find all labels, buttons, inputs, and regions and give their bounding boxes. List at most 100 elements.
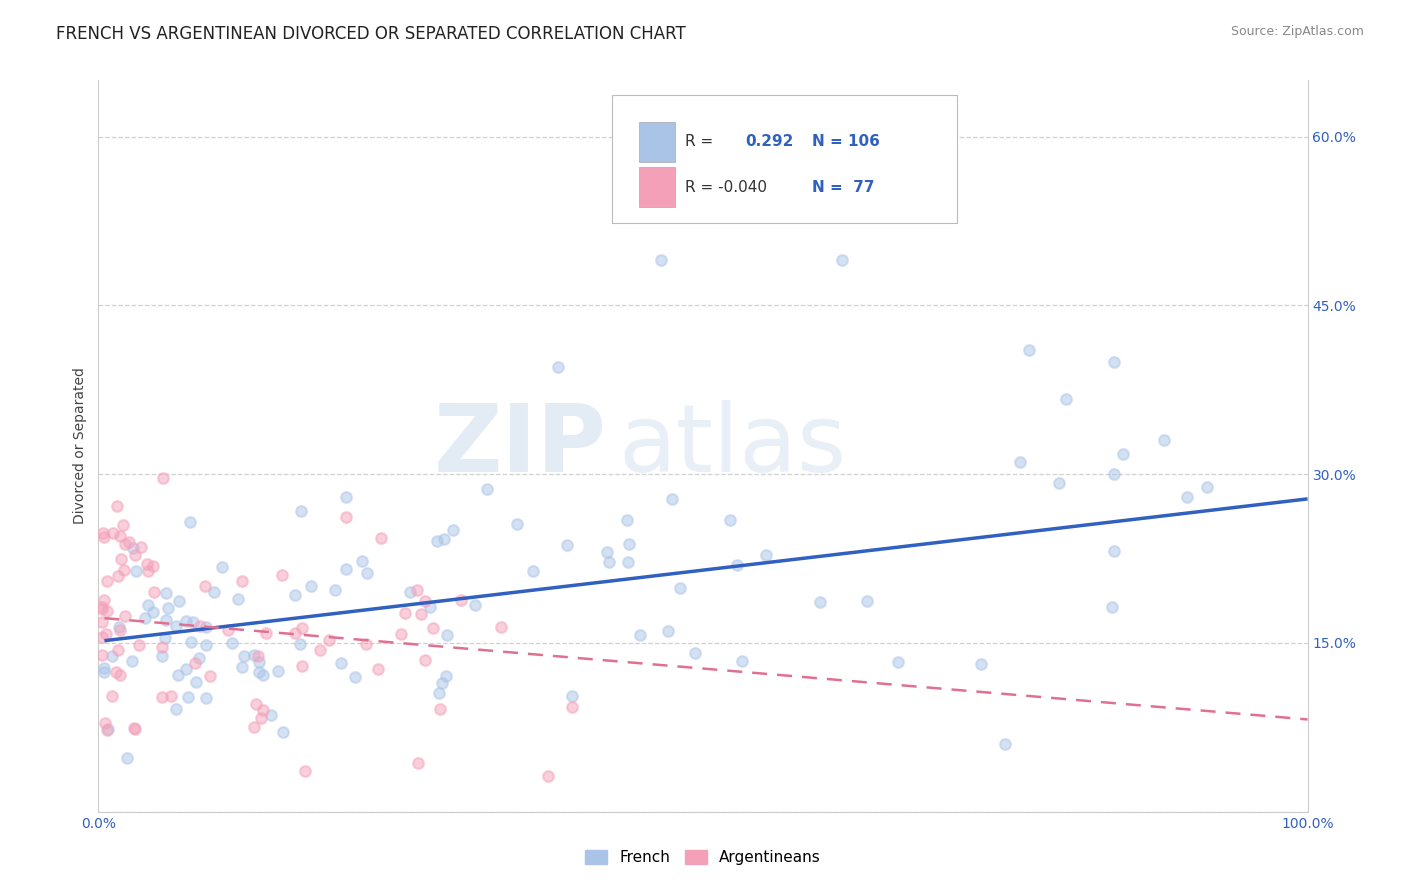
Point — [91, 525, 114, 540]
Point — [731, 655, 754, 669]
Point — [249, 711, 271, 725]
Point — [755, 548, 778, 562]
Point — [426, 534, 449, 549]
Point — [124, 722, 146, 736]
Point — [344, 670, 367, 684]
Point — [107, 642, 129, 657]
Point — [475, 482, 498, 496]
Point — [108, 667, 131, 681]
Point — [97, 722, 120, 736]
Point — [125, 564, 148, 578]
Point — [283, 588, 305, 602]
Point — [167, 668, 190, 682]
Point — [124, 548, 146, 562]
Point — [994, 737, 1017, 751]
Point — [155, 586, 177, 600]
Text: R = -0.040: R = -0.040 — [685, 180, 766, 194]
Point — [138, 564, 160, 578]
Point — [413, 594, 436, 608]
Point — [1101, 599, 1123, 614]
Point — [91, 601, 114, 615]
Point — [394, 606, 416, 620]
Point — [198, 668, 221, 682]
Point — [522, 564, 544, 578]
Point — [290, 504, 312, 518]
Point — [245, 697, 267, 711]
Point — [194, 620, 217, 634]
Point — [91, 600, 114, 615]
Point — [291, 659, 314, 673]
Point — [1195, 480, 1218, 494]
Point — [831, 253, 853, 268]
Point — [194, 690, 217, 705]
Point — [155, 613, 177, 627]
Point — [101, 648, 124, 663]
Point — [142, 585, 165, 599]
Point — [128, 638, 150, 652]
Point — [547, 360, 569, 375]
Point — [489, 620, 512, 634]
Point — [318, 632, 340, 647]
Point — [406, 756, 429, 770]
Point — [101, 525, 124, 540]
Point — [725, 558, 748, 572]
Point — [94, 715, 117, 730]
Point — [156, 601, 179, 615]
Point — [329, 656, 352, 670]
Text: 0.292: 0.292 — [745, 135, 794, 149]
Point — [970, 657, 993, 672]
Text: Source: ZipAtlas.com: Source: ZipAtlas.com — [1230, 25, 1364, 38]
Point — [165, 701, 187, 715]
Point — [176, 690, 198, 704]
Point — [354, 637, 377, 651]
Point — [101, 690, 124, 704]
Point — [152, 471, 174, 485]
Point — [167, 593, 190, 607]
Point — [685, 646, 707, 660]
Point — [117, 751, 139, 765]
Point — [160, 690, 183, 704]
Point — [429, 702, 451, 716]
Point — [450, 593, 472, 607]
Point — [150, 648, 173, 663]
Point — [669, 582, 692, 596]
Point — [105, 499, 128, 513]
Point — [398, 585, 420, 599]
Point — [352, 554, 374, 568]
Point — [309, 643, 332, 657]
Point — [217, 623, 239, 637]
Point — [181, 615, 204, 629]
Point — [246, 648, 269, 663]
Point — [121, 654, 143, 668]
Point — [226, 591, 249, 606]
Point — [247, 655, 270, 669]
Point — [231, 574, 253, 588]
Point — [389, 627, 412, 641]
Point — [422, 621, 444, 635]
Point — [808, 595, 831, 609]
Point — [628, 628, 651, 642]
Point — [433, 533, 456, 547]
Point — [243, 720, 266, 734]
Point — [202, 585, 225, 599]
Point — [370, 532, 392, 546]
Point — [233, 649, 256, 664]
Point — [107, 569, 129, 583]
Point — [247, 665, 270, 680]
Text: FRENCH VS ARGENTINEAN DIVORCED OR SEPARATED CORRELATION CHART: FRENCH VS ARGENTINEAN DIVORCED OR SEPARA… — [56, 25, 686, 43]
Point — [619, 537, 641, 551]
Point — [1111, 447, 1133, 461]
Point — [335, 561, 357, 575]
Point — [165, 619, 187, 633]
Text: R =: R = — [685, 135, 718, 149]
Point — [441, 524, 464, 538]
Point — [356, 566, 378, 581]
Point — [221, 636, 243, 650]
Point — [180, 635, 202, 649]
Legend: French, Argentineans: French, Argentineans — [581, 846, 825, 870]
Point — [195, 639, 218, 653]
Point — [436, 628, 458, 642]
Point — [104, 665, 127, 679]
Point — [124, 721, 146, 735]
Point — [1102, 467, 1125, 482]
